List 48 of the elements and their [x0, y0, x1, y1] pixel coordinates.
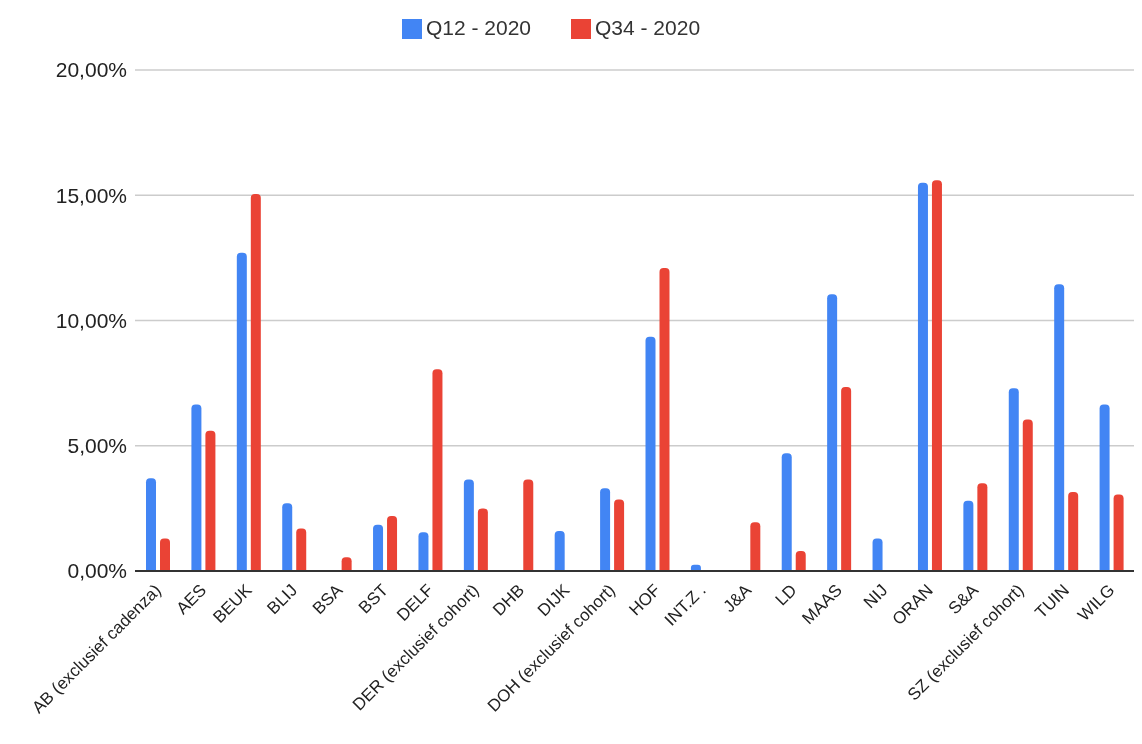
bar: [477, 508, 488, 571]
bar: [373, 524, 384, 571]
bar: [781, 453, 792, 571]
bar: [1113, 494, 1124, 571]
bar: [282, 503, 293, 571]
y-tick-label: 0,00%: [67, 559, 127, 583]
x-tick-label: NIJ: [859, 580, 892, 613]
bar: [645, 336, 656, 571]
bar: [917, 182, 928, 571]
bar: [614, 499, 625, 571]
x-tick-label: LD: [771, 580, 801, 610]
bar: [1022, 419, 1033, 571]
x-tick-label: BSA: [308, 580, 347, 619]
bar: [432, 369, 443, 571]
y-tick-label: 5,00%: [67, 434, 127, 458]
y-tick-label: 15,00%: [55, 183, 127, 207]
bar: [1099, 404, 1110, 571]
legend-label: Q12 - 2020: [425, 16, 531, 39]
bar: [795, 550, 806, 571]
bar: [659, 267, 670, 571]
bar: [387, 515, 398, 571]
bar: [296, 528, 307, 571]
bar: [1054, 284, 1065, 571]
bar: [463, 479, 474, 571]
bar: [1008, 388, 1019, 571]
bar: [146, 478, 156, 571]
legend-label: Q34 - 2020: [595, 16, 701, 39]
bar: [963, 500, 974, 571]
bar: [160, 538, 170, 571]
bar: [600, 488, 611, 571]
bar: [872, 538, 883, 571]
bar: [191, 404, 202, 571]
bar: [418, 532, 429, 571]
bar: [554, 530, 565, 571]
bar: [250, 194, 261, 571]
bar: [931, 180, 942, 571]
bar: [750, 522, 761, 571]
bar: [205, 430, 216, 571]
bar: [236, 252, 247, 571]
y-tick-label: 10,00%: [55, 308, 127, 332]
bar: [827, 294, 838, 571]
x-tick-label: J&A: [719, 580, 756, 617]
bar: [977, 483, 988, 571]
bar: [841, 386, 852, 571]
y-tick-label: 20,00%: [55, 58, 127, 82]
bar: [1068, 492, 1079, 571]
bar: [523, 479, 534, 571]
x-tick-label: S&A: [944, 580, 983, 619]
